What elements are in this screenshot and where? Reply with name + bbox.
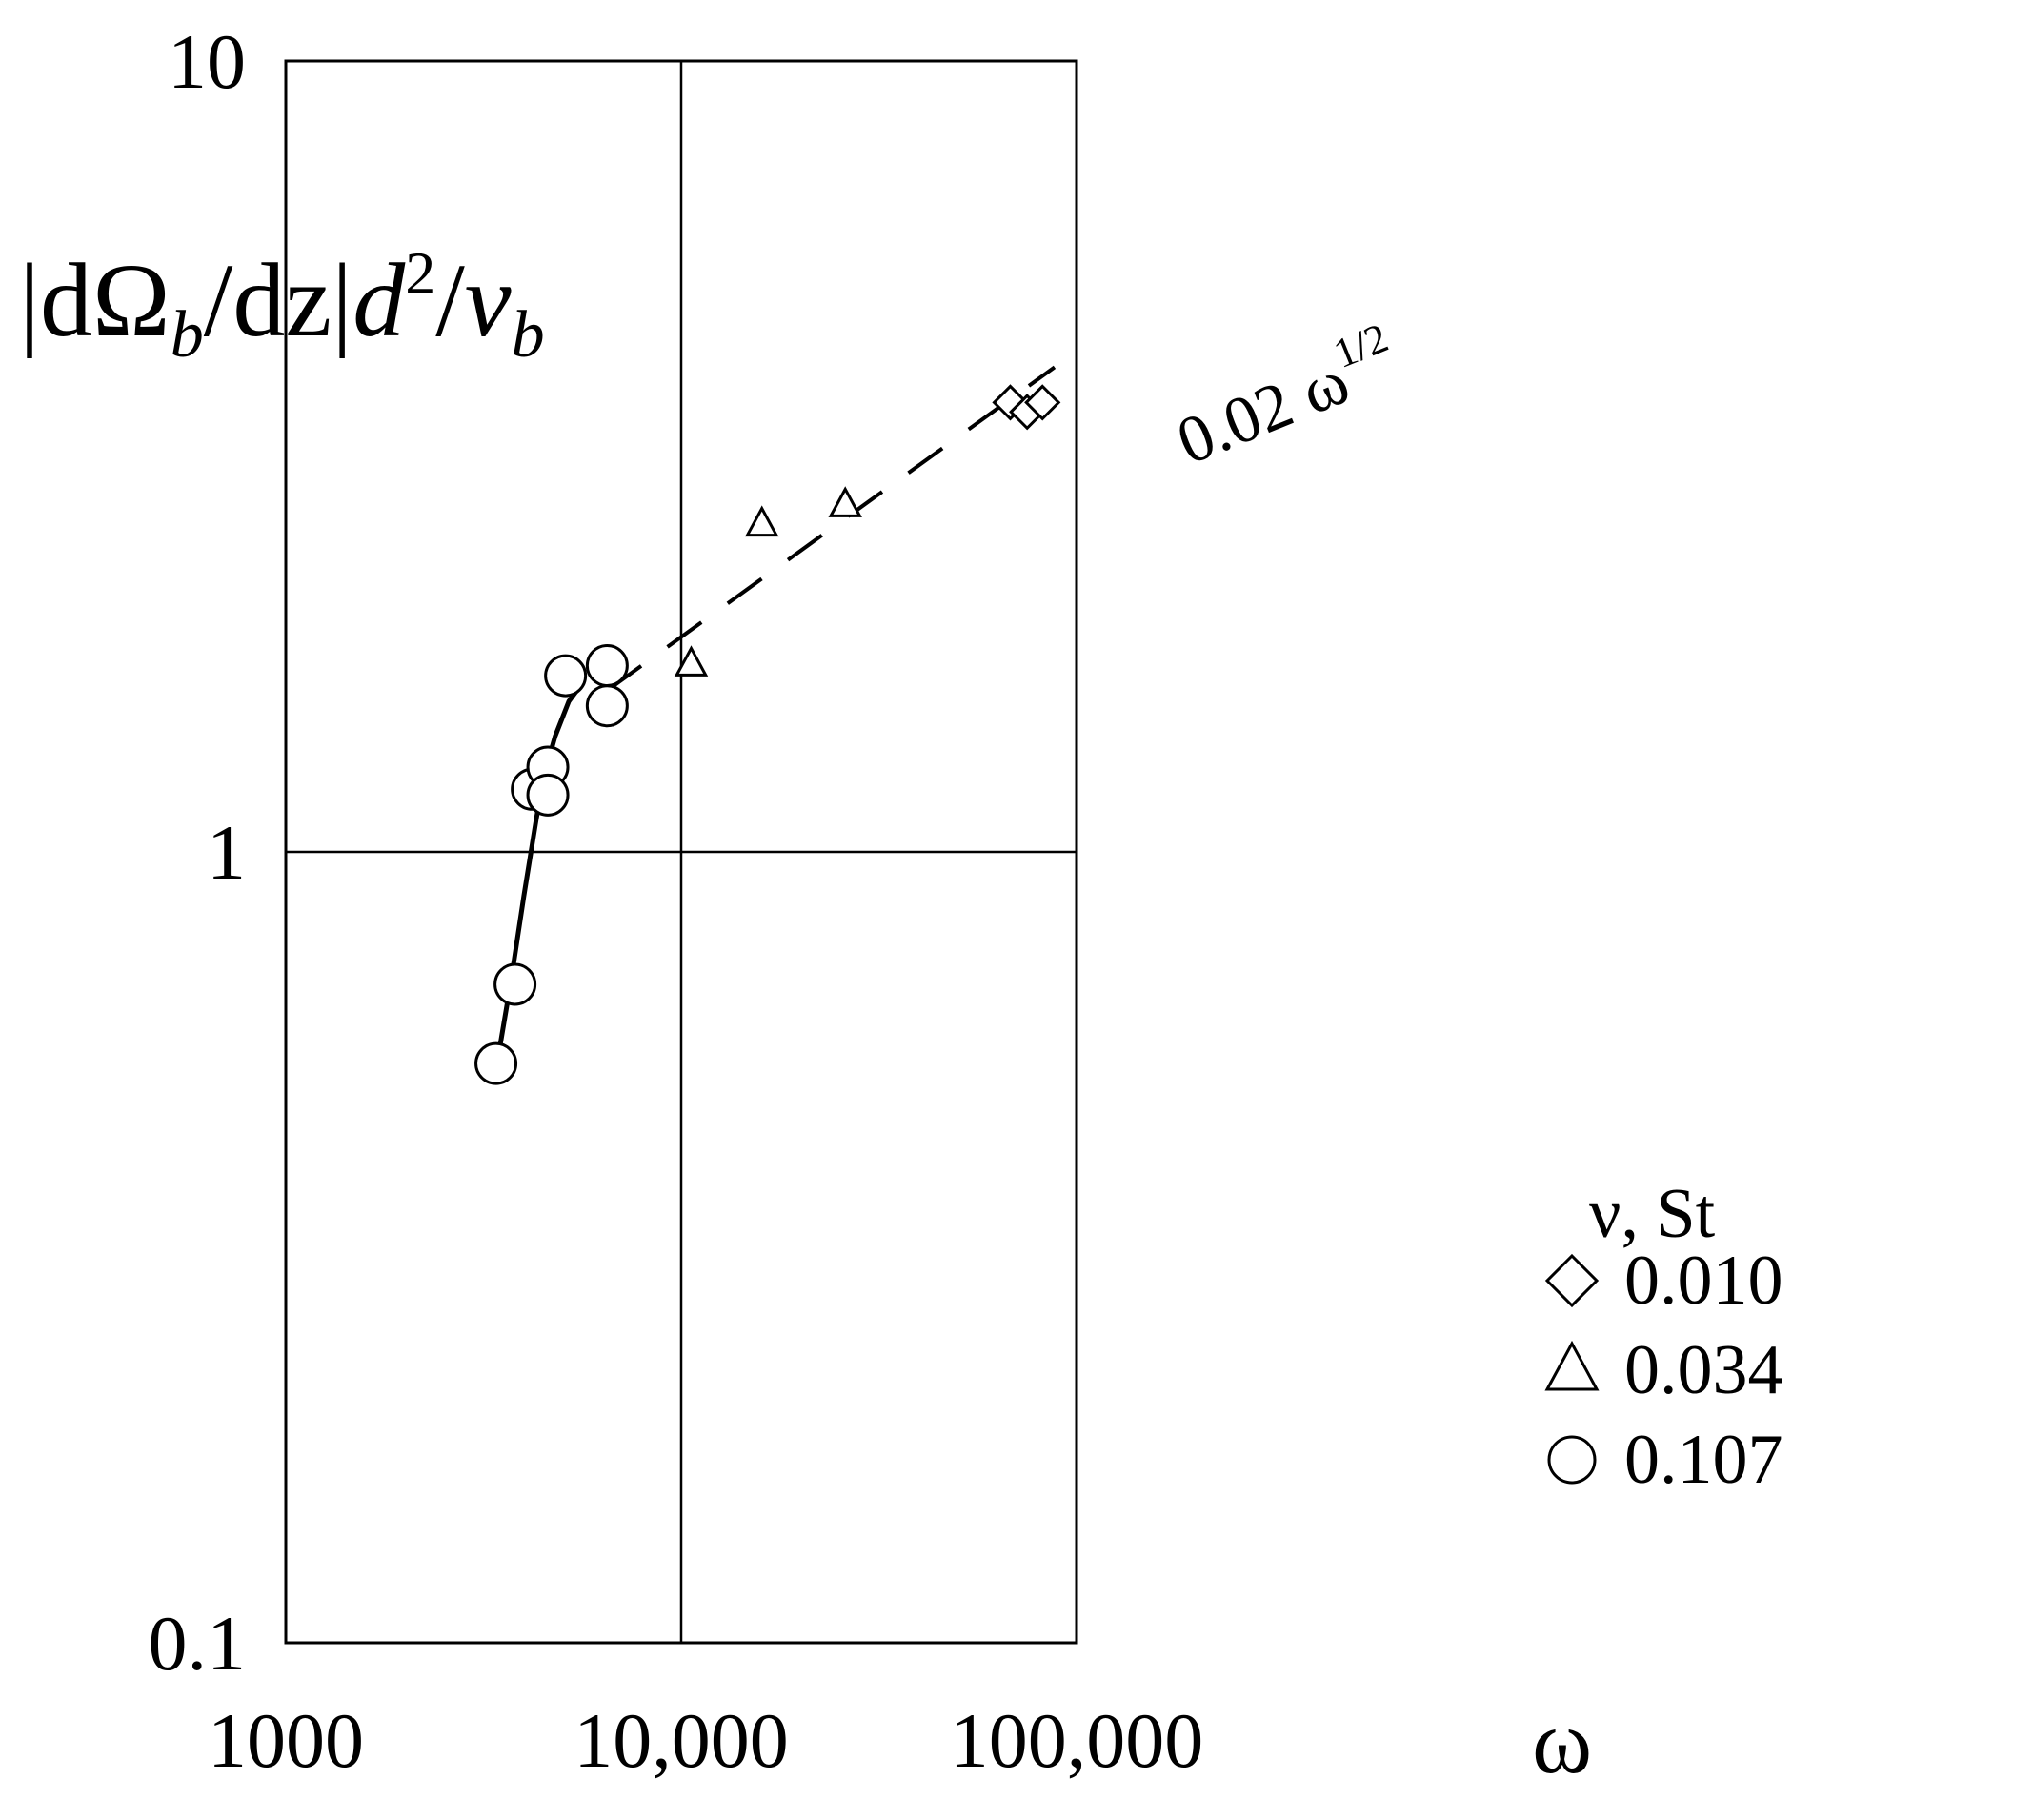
y-axis-title-d: d [352, 242, 406, 358]
data-point-circle [474, 1041, 518, 1085]
legend-entry: 0.034 [1544, 1331, 1783, 1409]
x-tick-label: 100,000 [950, 1697, 1204, 1784]
x-tick-label: 10,000 [574, 1697, 789, 1784]
legend-entry: 0.010 [1544, 1242, 1783, 1320]
data-markers [474, 384, 1061, 1085]
y-tick-label: 1 [207, 809, 246, 896]
y-axis-title-superscript: 2 [405, 239, 435, 307]
data-point-circle [493, 962, 537, 1006]
x-tick-label: 1000 [208, 1697, 364, 1784]
legend-label: 0.034 [1624, 1331, 1783, 1409]
legend-label: 0.010 [1624, 1242, 1783, 1320]
y-axis-title: |dΩb/dz|d2/vb [19, 239, 545, 372]
data-point-triangle [828, 486, 862, 517]
data-point-circle [544, 654, 588, 698]
legend-entry: 0.107 [1547, 1421, 1783, 1499]
y-tick-labels: 0.1 1 10 [149, 18, 247, 1687]
legend-symbol-triangle [1544, 1340, 1600, 1391]
legend: ν, St 0.010 0.034 0.107 [1544, 1175, 1783, 1499]
plot-area-frame [284, 59, 1078, 1645]
grid-lines [286, 61, 1077, 1643]
data-point-diamond [1024, 384, 1061, 421]
legend-entries: 0.010 0.034 0.107 [1544, 1242, 1783, 1499]
x-tick-labels: 1000 10,000 100,000 [208, 1697, 1203, 1784]
fit-line-dashed [606, 365, 1057, 693]
data-point-circle [526, 773, 570, 817]
y-axis-title-subscript: b [171, 298, 204, 372]
data-point-circle [585, 684, 629, 728]
legend-symbol-diamond [1544, 1253, 1600, 1308]
data-point-triangle [744, 505, 779, 537]
y-axis-title-subscript: b [512, 298, 545, 372]
x-axis-title: ω [1532, 1690, 1592, 1792]
data-point-triangle [674, 645, 709, 677]
legend-label: 0.107 [1624, 1421, 1783, 1499]
y-axis-title-part: |dΩ [19, 242, 171, 358]
y-tick-label: 0.1 [149, 1600, 247, 1687]
legend-symbol-circle [1547, 1435, 1597, 1485]
y-axis-title-part: /dz| [204, 242, 352, 358]
legend-title: ν, St [1589, 1175, 1716, 1253]
y-axis-title-slash: / [435, 242, 465, 358]
y-tick-label: 10 [168, 18, 246, 105]
y-axis-title-v: v [465, 242, 512, 358]
data-point-circle [585, 644, 629, 688]
